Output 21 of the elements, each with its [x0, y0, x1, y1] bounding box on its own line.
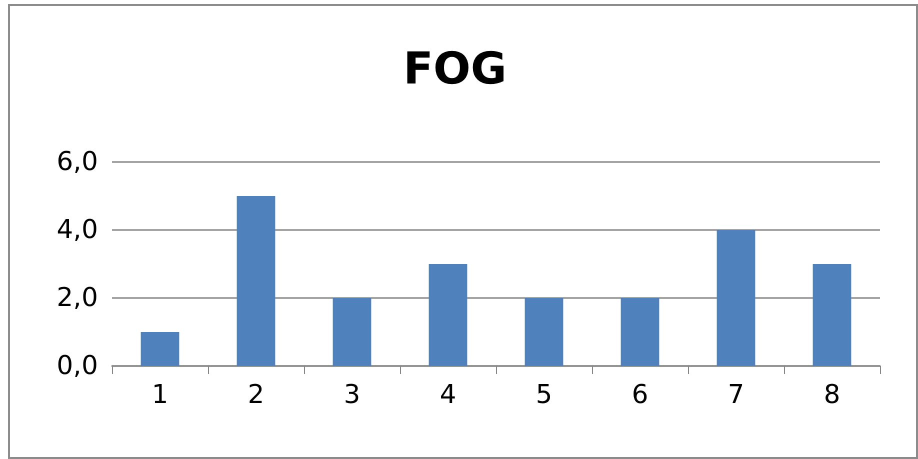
y-tick-label: 0,0	[56, 351, 98, 381]
bar	[812, 264, 852, 366]
y-tick-label: 2,0	[56, 283, 98, 313]
bar	[620, 298, 660, 366]
x-tick-label: 2	[248, 380, 264, 410]
bar	[140, 332, 180, 366]
y-tick-label: 4,0	[56, 215, 98, 245]
y-tick-label: 6,0	[56, 147, 98, 177]
x-tick-label: 5	[536, 380, 552, 410]
bar	[428, 264, 468, 366]
bar	[236, 196, 276, 366]
x-tick-label: 4	[440, 380, 456, 410]
x-tick-label: 1	[152, 380, 168, 410]
x-tick-label: 7	[728, 380, 744, 410]
x-tick-label: 8	[824, 380, 840, 410]
bar	[524, 298, 564, 366]
x-tick-label: 6	[632, 380, 648, 410]
bar	[716, 230, 756, 366]
x-tick-label: 3	[344, 380, 360, 410]
bar	[332, 298, 372, 366]
chart-title: FOG	[403, 44, 507, 94]
